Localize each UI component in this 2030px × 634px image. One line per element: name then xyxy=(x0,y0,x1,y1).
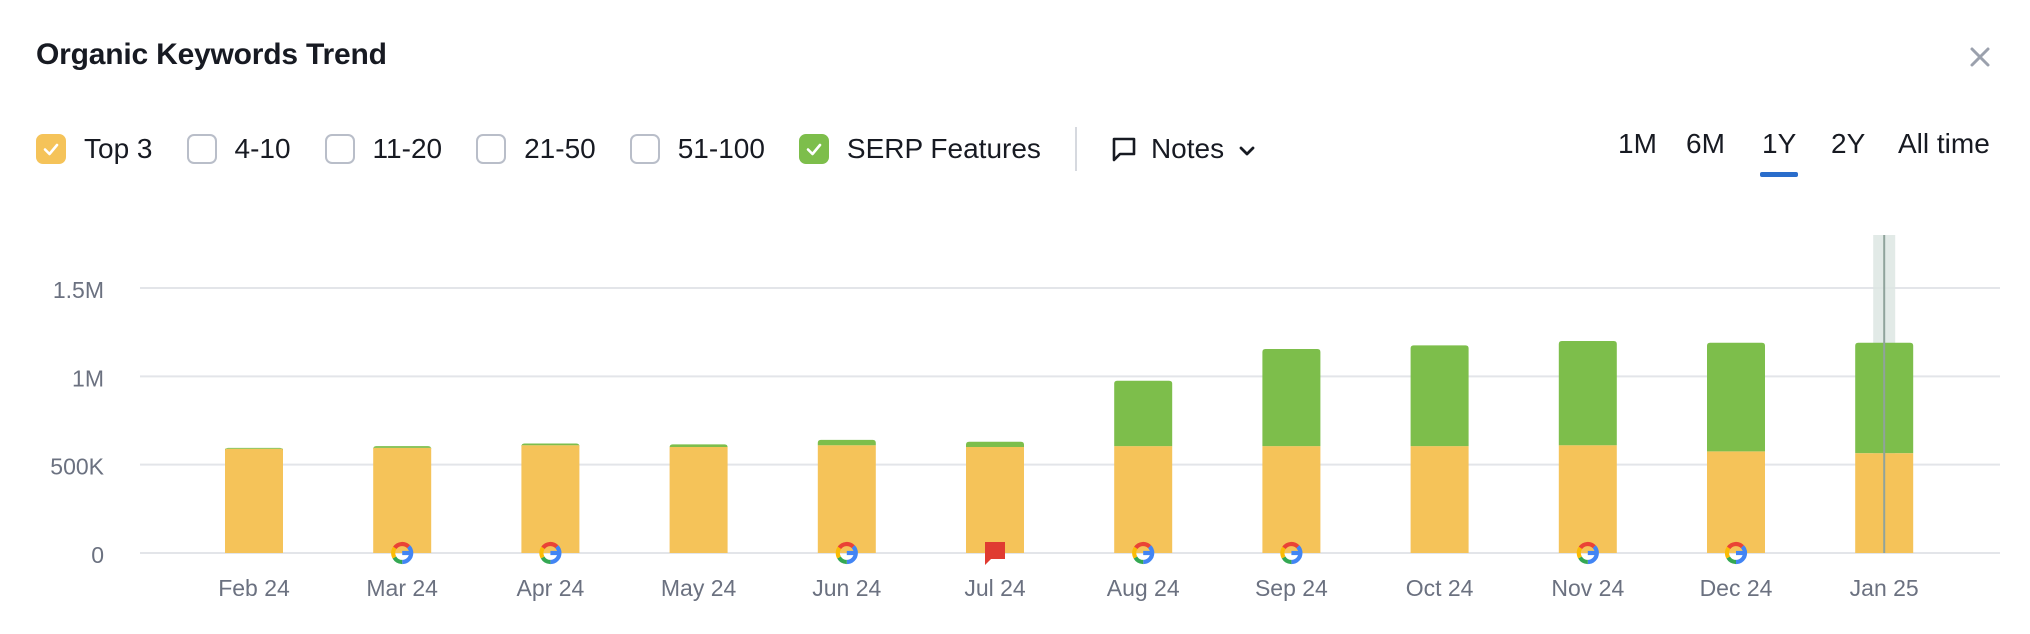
bar-top-3 xyxy=(1262,446,1321,553)
filter-21-50[interactable]: 21-50 xyxy=(476,133,596,165)
google-icon xyxy=(1132,541,1155,565)
filter-toolbar: Top 3 4-10 11-20 21-50 51-100 SERP Featu… xyxy=(36,127,1258,171)
x-tick-label: Dec 24 xyxy=(1700,575,1773,601)
x-tick-label: May 24 xyxy=(661,575,737,601)
chart-title: Organic Keywords Trend xyxy=(36,38,387,71)
x-tick-label: Oct 24 xyxy=(1406,575,1474,601)
checkbox-11-20[interactable] xyxy=(324,134,355,164)
bar-serp-features xyxy=(966,441,1024,447)
checkbox-21-50[interactable] xyxy=(476,134,507,164)
period-all-time[interactable]: All time xyxy=(1898,128,1990,159)
note-flag-icon xyxy=(985,542,1005,565)
bar-top-3 xyxy=(225,448,283,553)
bar-top-3 xyxy=(966,447,1024,553)
bar-serp-features xyxy=(1262,348,1321,447)
bar-serp-features xyxy=(1114,380,1173,447)
x-tick-label: Jan 25 xyxy=(1850,575,1919,601)
period-selector: 1M 6M 1Y 2Y All time xyxy=(1600,128,2000,182)
bar-top-3 xyxy=(1558,445,1617,553)
filter-11-20[interactable]: 11-20 xyxy=(324,133,443,165)
bar-serp-features xyxy=(1410,345,1469,447)
x-tick-label: Nov 24 xyxy=(1551,575,1624,601)
filter-label: 51-100 xyxy=(677,133,765,164)
filter-label: SERP Features xyxy=(846,133,1041,164)
close-icon xyxy=(1970,47,1990,67)
checkbox-4-10[interactable] xyxy=(186,134,217,164)
bar-top-3 xyxy=(669,447,728,553)
filter-top-3[interactable]: Top 3 xyxy=(36,133,153,165)
google-icon xyxy=(391,541,414,565)
period-2y[interactable]: 2Y xyxy=(1831,128,1866,159)
filter-label: 11-20 xyxy=(372,133,443,164)
toolbar-divider xyxy=(1074,127,1077,171)
y-tick-label: 1.5M xyxy=(53,277,104,303)
filter-label: 21-50 xyxy=(524,133,596,164)
filter-label: Top 3 xyxy=(84,133,153,164)
checkbox-serp-features[interactable] xyxy=(798,134,829,164)
period-6m[interactable]: 6M xyxy=(1686,128,1725,159)
check-icon xyxy=(806,143,822,156)
bar-serp-features xyxy=(521,443,580,447)
period-1y[interactable]: 1Y xyxy=(1759,128,1799,177)
bar-serp-features xyxy=(1707,342,1765,452)
y-tick-label: 500K xyxy=(50,454,104,480)
y-tick-label: 0 xyxy=(91,542,104,568)
comment-icon xyxy=(1112,137,1136,162)
google-icon xyxy=(1576,541,1599,565)
bar-top-3 xyxy=(521,445,580,553)
x-tick-label: Jun 24 xyxy=(812,575,881,601)
close-button[interactable] xyxy=(1963,40,1997,74)
x-tick-label: Feb 24 xyxy=(218,575,290,601)
chevron-down-icon xyxy=(1239,146,1255,156)
y-tick-label: 1M xyxy=(72,365,104,391)
check-icon xyxy=(43,143,59,156)
period-1m[interactable]: 1M xyxy=(1618,128,1657,159)
bar-top-3 xyxy=(1410,446,1469,553)
checkbox-top-3[interactable] xyxy=(36,134,66,164)
bar-top-3 xyxy=(373,447,432,553)
filter-serp-features[interactable]: SERP Features xyxy=(798,133,1041,165)
google-icon xyxy=(1724,541,1748,565)
google-icon xyxy=(835,541,858,565)
google-icon xyxy=(539,541,562,565)
x-tick-label: Aug 24 xyxy=(1107,575,1180,601)
bar-serp-features xyxy=(669,444,728,448)
notes-label: Notes xyxy=(1150,133,1225,164)
x-tick-label: Sep 24 xyxy=(1255,575,1328,601)
bar-top-3 xyxy=(1707,451,1765,553)
x-tick-label: Apr 24 xyxy=(517,575,585,601)
bar-serp-features xyxy=(225,447,283,451)
bar-serp-features xyxy=(373,446,432,450)
filter-51-100[interactable]: 51-100 xyxy=(629,133,765,165)
bar-top-3 xyxy=(817,445,876,553)
bar-serp-features xyxy=(1558,341,1617,446)
bar-serp-features xyxy=(817,439,876,446)
filter-label: 4-10 xyxy=(234,133,291,164)
filter-4-10[interactable]: 4-10 xyxy=(186,133,291,165)
bar-top-3 xyxy=(1114,446,1173,553)
x-tick-label: Mar 24 xyxy=(366,575,438,601)
checkbox-51-100[interactable] xyxy=(629,134,660,164)
notes-dropdown[interactable]: Notes xyxy=(1109,133,1258,165)
x-tick-label: Jul 24 xyxy=(964,575,1026,601)
google-icon xyxy=(1280,541,1303,565)
